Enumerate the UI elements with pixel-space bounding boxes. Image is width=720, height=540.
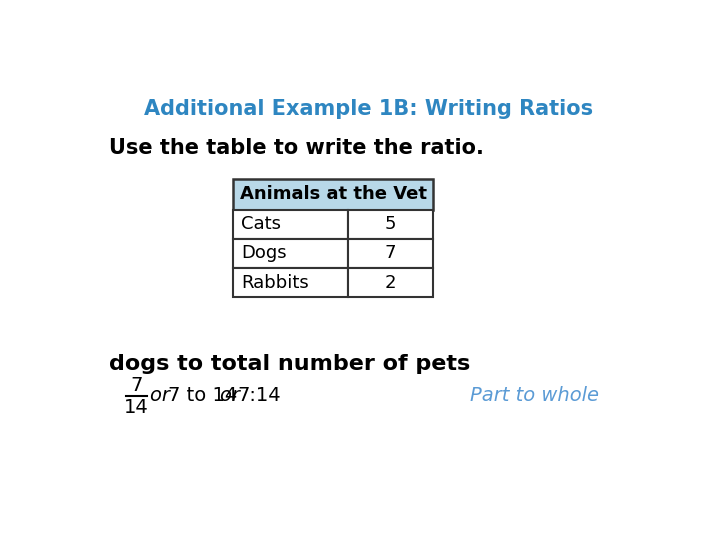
FancyBboxPatch shape [348,268,433,298]
Text: Part to whole: Part to whole [469,387,599,406]
Text: 2: 2 [385,274,397,292]
FancyBboxPatch shape [233,239,348,268]
FancyBboxPatch shape [233,210,348,239]
Text: Dogs: Dogs [241,245,287,262]
FancyBboxPatch shape [233,268,348,298]
Text: 7:14: 7:14 [238,387,281,406]
Text: 7 to 14: 7 to 14 [168,387,243,406]
Text: Additional Example 1B: Writing Ratios: Additional Example 1B: Writing Ratios [145,99,593,119]
Text: or: or [220,387,246,406]
FancyBboxPatch shape [348,239,433,268]
Text: Rabbits: Rabbits [241,274,309,292]
Text: 7: 7 [130,376,143,395]
Text: 7: 7 [385,245,397,262]
Text: 14: 14 [124,398,149,417]
Text: Cats: Cats [241,215,281,233]
Text: or: or [150,387,176,406]
Text: dogs to total number of pets: dogs to total number of pets [109,354,471,374]
Text: Animals at the Vet: Animals at the Vet [240,185,427,203]
FancyBboxPatch shape [233,179,433,210]
Text: Use the table to write the ratio.: Use the table to write the ratio. [109,138,485,158]
FancyBboxPatch shape [348,210,433,239]
Text: 5: 5 [385,215,397,233]
